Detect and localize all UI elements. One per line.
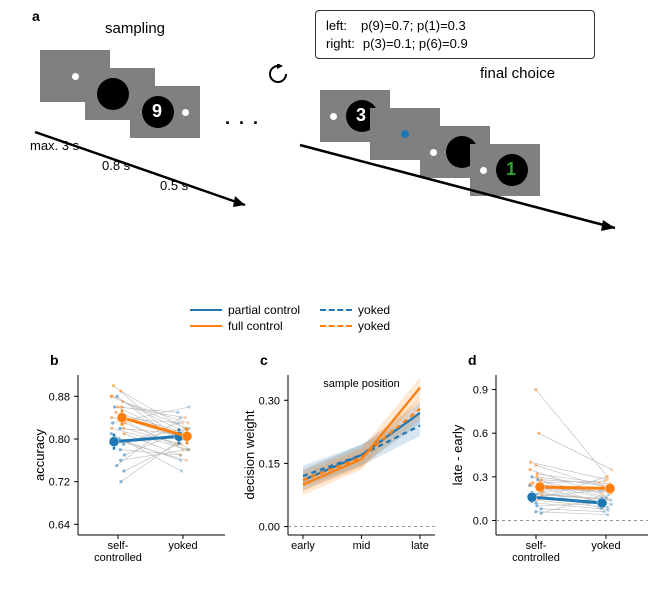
legend: partial control full control yoked yoked [190, 302, 390, 334]
chart-d: 0.0 0.3 0.6 0.9 self-controlled yoked late - e… [448, 360, 658, 580]
legend-label: yoked [358, 303, 390, 317]
svg-text:0.15: 0.15 [259, 458, 280, 470]
svg-text:early: early [291, 540, 315, 552]
legend-label: full control [228, 319, 283, 333]
svg-text:0.9: 0.9 [473, 385, 488, 397]
svg-text:mid: mid [353, 540, 371, 552]
svg-text:0.30: 0.30 [259, 395, 280, 407]
svg-text:sample position: sample position [323, 378, 399, 390]
legend-label: partial control [228, 303, 300, 317]
legend-swatch [190, 325, 222, 327]
svg-text:accuracy: accuracy [32, 428, 47, 481]
legend-swatch [320, 325, 352, 327]
svg-text:self-: self- [526, 540, 547, 552]
svg-text:0.0: 0.0 [473, 515, 488, 527]
chart-c: 0.00 0.15 0.30 early mid late decision weight s… [240, 360, 440, 580]
legend-swatch [190, 309, 222, 311]
legend-swatch [320, 309, 352, 311]
svg-text:0.64: 0.64 [49, 519, 70, 531]
chart-b: 0.64 0.72 0.80 0.88 self-controlled yoked accu… [30, 360, 230, 580]
svg-text:self-: self- [108, 540, 129, 552]
legend-item: yoked [320, 302, 390, 318]
svg-text:0.3: 0.3 [473, 472, 488, 484]
legend-label: yoked [358, 319, 390, 333]
panel-a: sampling left:p(9)=0.7; p(1)=0.3 right:p… [30, 10, 650, 260]
legend-item: full control [190, 318, 300, 334]
legend-item: partial control [190, 302, 300, 318]
arrows [30, 10, 650, 240]
svg-text:0.6: 0.6 [473, 428, 488, 440]
svg-text:yoked: yoked [168, 540, 197, 552]
svg-text:late: late [411, 540, 429, 552]
svg-text:yoked: yoked [591, 540, 620, 552]
svg-text:late - early: late - early [450, 424, 465, 485]
svg-text:controlled: controlled [512, 552, 560, 564]
svg-text:0.00: 0.00 [259, 522, 280, 534]
svg-text:0.72: 0.72 [49, 477, 70, 489]
legend-item: yoked [320, 318, 390, 334]
svg-text:decision weight: decision weight [242, 410, 257, 499]
svg-text:controlled: controlled [94, 552, 142, 564]
svg-text:0.88: 0.88 [49, 391, 70, 403]
svg-text:0.80: 0.80 [49, 434, 70, 446]
